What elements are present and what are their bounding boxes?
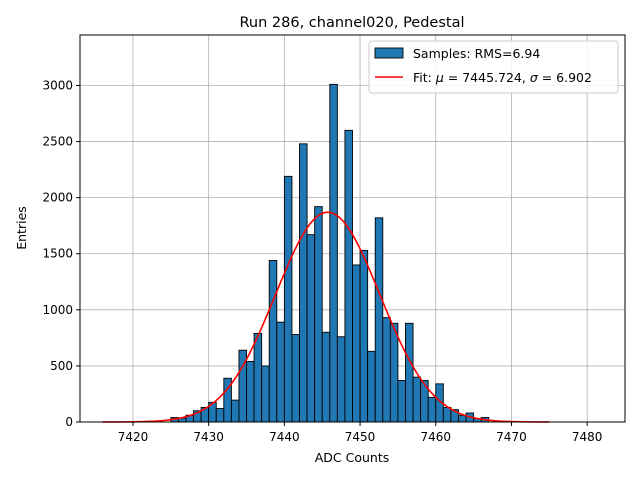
legend-fit-label: Fit: μ = 7445.724, σ = 6.902 [413,70,592,85]
histogram-bar [268,260,278,423]
histogram-bar [329,83,338,423]
x-tick-label: 7480 [572,430,603,444]
histogram-bar [230,399,240,423]
y-tick-label: 2000 [42,191,73,205]
histogram-bar [215,408,225,423]
fit-curve-group [102,211,550,423]
histogram-bar [314,206,323,423]
histogram-bar [397,380,406,423]
x-tick-label: 7420 [118,430,149,444]
histogram-bar [389,322,399,423]
legend-fit-suffix: = 6.902 [538,70,592,85]
histogram-bar [442,406,452,423]
y-tick-label: 1000 [42,303,73,317]
histogram-bar [253,332,263,423]
histogram-bar [382,317,391,423]
x-tick-label: 7460 [420,430,451,444]
x-tick-label: 7440 [269,430,300,444]
y-tick-label: 0 [65,415,73,429]
histogram-bar [412,376,422,423]
x-tick-label: 7430 [193,430,224,444]
histogram-bar [283,175,293,423]
y-tick-label: 3000 [42,78,73,92]
legend-fit-sigma: σ [530,70,539,85]
histogram-bar [427,396,437,423]
histogram-bar [246,360,255,423]
chart-title: Run 286, channel020, Pedestal [239,15,464,31]
histogram-bar [276,321,285,423]
histogram-bar [344,129,353,423]
x-tick-label: 7470 [496,430,527,444]
legend-histogram-label: Samples: RMS=6.94 [413,46,540,61]
histogram-bar [291,334,300,423]
histogram-bar [299,143,308,423]
histogram-bar [359,249,369,423]
histogram-bar [352,264,361,423]
histogram-bar [321,331,331,423]
histogram-bar [405,322,414,423]
y-tick-label: 500 [50,359,73,373]
plot-frame [79,34,626,423]
histogram-bar [336,336,346,423]
fit-curve [102,211,550,423]
x-tick-label: 7450 [345,430,376,444]
legend: Samples: RMS=6.94 Fit: μ = 7445.724, σ =… [368,40,619,94]
legend-fit-mid: = 7445.724, [444,70,530,85]
histogram-bar [458,414,467,423]
legend-histogram-swatch [374,47,404,59]
histogram-bars [170,83,490,423]
histogram-bar [261,365,270,423]
histogram-bar [367,350,376,423]
y-axis-label: Entries [14,206,29,250]
legend-fit-prefix: Fit: [413,70,436,85]
x-axis-label: ADC Counts [315,450,390,465]
histogram-bar [306,234,316,423]
legend-box [368,40,619,94]
histogram-bar [374,217,384,423]
y-tick-label: 2500 [42,135,73,149]
legend-fit-mu: μ [435,70,444,85]
y-tick-label: 1500 [42,247,73,261]
y-axis-ticks: 0 500 1000 1500 2000 2500 3000 [42,78,80,429]
x-axis-ticks: 7420 7430 7440 7450 7460 7470 7480 [118,422,603,444]
